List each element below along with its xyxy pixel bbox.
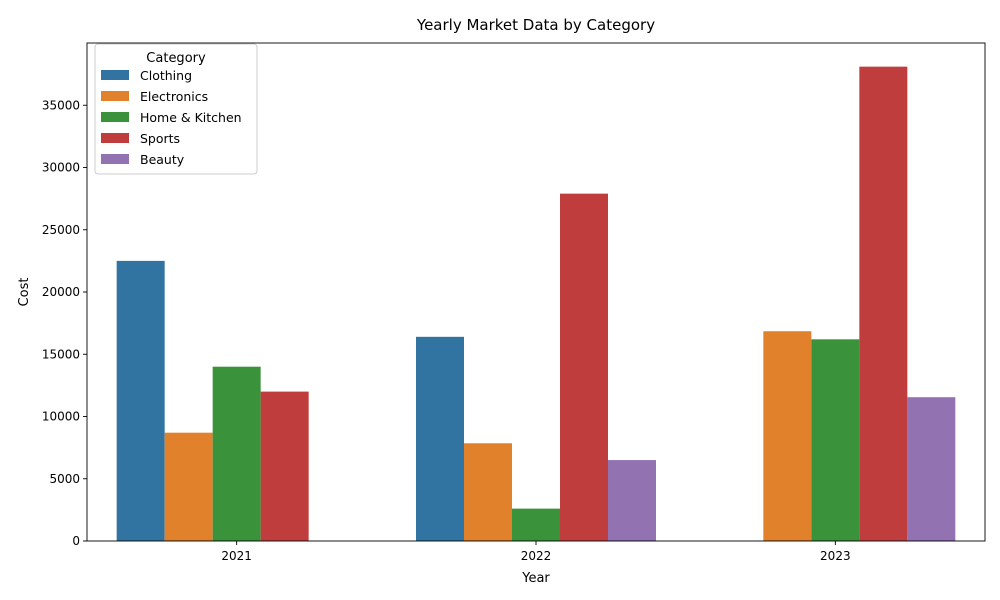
bar-electronics-2022 <box>464 443 512 541</box>
x-tick-label: 2021 <box>221 549 252 563</box>
x-axis-ticks: 2021 2022 2023 <box>221 541 851 563</box>
y-tick-label: 15000 <box>42 347 80 361</box>
y-tick-label: 20000 <box>42 285 80 299</box>
bar-home-kitchen-2021 <box>212 366 261 541</box>
legend-swatch <box>101 70 129 80</box>
legend-swatch <box>101 112 129 122</box>
x-tick-label: 2023 <box>820 549 851 563</box>
y-tick-label: 25000 <box>42 223 80 237</box>
bar-beauty-2022 <box>608 460 656 541</box>
bar-home-kitchen-2022 <box>512 508 560 541</box>
chart-title: Yearly Market Data by Category <box>416 16 655 34</box>
legend-entry-label: Sports <box>140 131 180 146</box>
legend-entry-label: Clothing <box>140 68 192 83</box>
legend-swatch <box>101 91 129 101</box>
legend-entry-label: Beauty <box>140 152 185 167</box>
bar-beauty-2023 <box>907 397 956 541</box>
bar-clothing-2022 <box>416 336 464 541</box>
bar-sports-2021 <box>260 391 309 541</box>
bars-group <box>116 66 956 541</box>
bar-sports-2023 <box>859 66 908 541</box>
bar-electronics-2021 <box>164 432 213 541</box>
legend-items: Clothing Electronics Home & Kitchen Sports B… <box>101 68 242 167</box>
y-tick-label: 30000 <box>42 161 80 175</box>
plot-frame <box>86 42 986 542</box>
y-tick-label: 5000 <box>49 472 80 486</box>
y-tick-label: 0 <box>72 534 80 548</box>
bar-clothing-2021 <box>116 260 165 541</box>
x-axis-label: Year <box>521 571 550 586</box>
legend-entry-label: Home & Kitchen <box>140 110 242 125</box>
y-tick-label: 35000 <box>42 98 80 112</box>
legend-swatch <box>101 154 129 164</box>
y-tick-label: 10000 <box>42 410 80 424</box>
y-axis-ticks: 0 5000 10000 15000 20000 25000 30000 35000 <box>42 98 87 548</box>
legend: Category Clothing Electronics Home & Kitch… <box>94 43 258 175</box>
legend-title: Category <box>146 51 206 66</box>
bar-electronics-2023 <box>763 331 812 541</box>
bar-sports-2022 <box>560 193 608 541</box>
legend-entry-label: Electronics <box>140 89 208 104</box>
legend-swatch <box>101 133 129 143</box>
y-axis-label: Cost <box>17 278 32 307</box>
legend-frame <box>94 43 258 175</box>
bar-home-kitchen-2023 <box>811 339 860 541</box>
x-tick-label: 2022 <box>521 549 552 563</box>
